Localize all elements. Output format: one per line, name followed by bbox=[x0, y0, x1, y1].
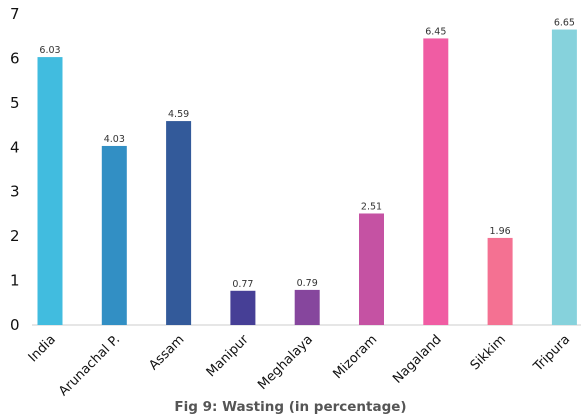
y-tick-label: 2 bbox=[10, 227, 20, 245]
data-label: 6.03 bbox=[39, 45, 60, 56]
bar bbox=[230, 290, 256, 325]
data-label: 4.59 bbox=[168, 109, 189, 120]
data-label: 0.79 bbox=[297, 278, 318, 289]
bar bbox=[359, 213, 384, 325]
x-tick-label: Tripura bbox=[530, 332, 573, 375]
bar bbox=[551, 29, 577, 326]
data-label: 1.96 bbox=[490, 226, 511, 237]
data-label: 6.65 bbox=[554, 18, 575, 29]
y-tick-label: 6 bbox=[10, 49, 20, 67]
bars bbox=[37, 29, 577, 326]
y-tick-label: 7 bbox=[10, 5, 20, 23]
figure-caption: Fig 9: Wasting (in percentage) bbox=[174, 399, 407, 415]
data-label: 4.03 bbox=[104, 134, 125, 145]
x-tick-label: India bbox=[26, 332, 59, 365]
data-label: 2.51 bbox=[361, 201, 382, 212]
y-axis-ticks: 0 1 2 3 4 5 6 7 bbox=[10, 5, 20, 334]
data-label: 6.45 bbox=[425, 26, 446, 37]
data-labels: 6.03 4.03 4.59 0.77 0.79 2.51 6.45 1.96 6.65 bbox=[39, 18, 575, 290]
x-tick-label: Nagaland bbox=[390, 332, 444, 386]
y-tick-label: 1 bbox=[10, 272, 20, 290]
y-tick-label: 5 bbox=[10, 94, 20, 112]
x-tick-label: Sikkim bbox=[468, 332, 509, 373]
bar bbox=[37, 57, 63, 326]
x-tick-label: Manipur bbox=[204, 332, 252, 380]
y-tick-label: 4 bbox=[10, 138, 20, 156]
bar bbox=[487, 237, 513, 325]
bar-chart: 0 1 2 3 4 5 6 7 6.03 4.03 4.59 0.77 0.79 2.51 6.45 1.9… bbox=[10, 5, 581, 399]
bar bbox=[166, 121, 192, 325]
y-tick-label: 0 bbox=[10, 316, 20, 334]
x-tick-label: Mizoram bbox=[330, 332, 380, 382]
bar bbox=[294, 289, 320, 325]
y-tick-label: 3 bbox=[10, 183, 20, 201]
x-tick-label: Arunachal P. bbox=[56, 332, 123, 399]
x-tick-label: Meghalaya bbox=[255, 332, 316, 393]
bar bbox=[423, 38, 449, 325]
bar bbox=[101, 145, 127, 325]
x-tick-label: Assam bbox=[146, 332, 187, 373]
data-label: 0.77 bbox=[232, 279, 253, 290]
